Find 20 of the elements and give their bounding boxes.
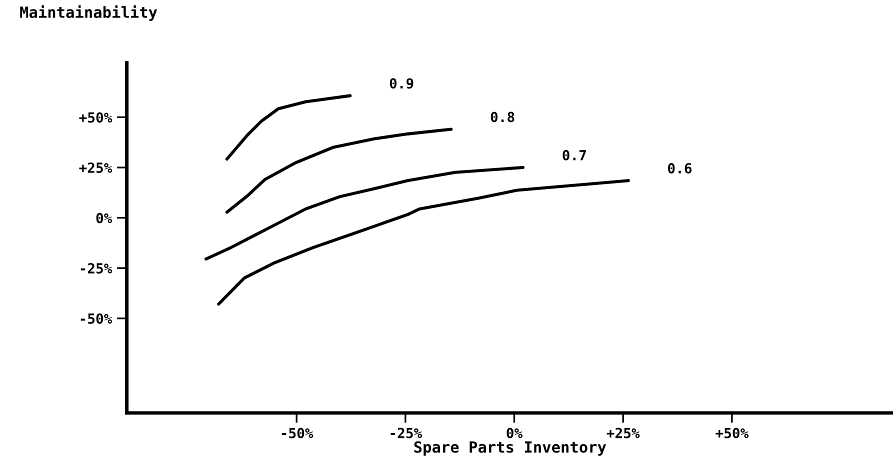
y-tick-label: -50%: [80, 313, 112, 324]
x-tick-label: +25%: [606, 428, 640, 438]
y-tick-label: -25%: [80, 263, 112, 274]
line-series: [204, 166, 524, 261]
x-tick-label: -25%: [390, 428, 422, 438]
y-tick-label: +50%: [79, 112, 112, 123]
text: 0.7: [562, 150, 586, 160]
line-series: [225, 94, 352, 161]
text: 0.9: [390, 78, 414, 89]
y-tick-label: +25%: [79, 162, 112, 173]
y-tick-label: 0%: [96, 212, 112, 224]
x-tick-label: +50%: [716, 428, 749, 438]
line-series: [217, 179, 630, 306]
text: 0.8: [490, 112, 514, 122]
text: 0.6: [668, 163, 692, 174]
x-tick-label: 0%: [506, 428, 523, 438]
line-series: [225, 128, 453, 214]
y-axis-title: Maintainability: [20, 5, 158, 21]
x-axis-title: Spare Parts Inventory: [414, 441, 606, 456]
x-tick-label: -50%: [282, 428, 314, 438]
